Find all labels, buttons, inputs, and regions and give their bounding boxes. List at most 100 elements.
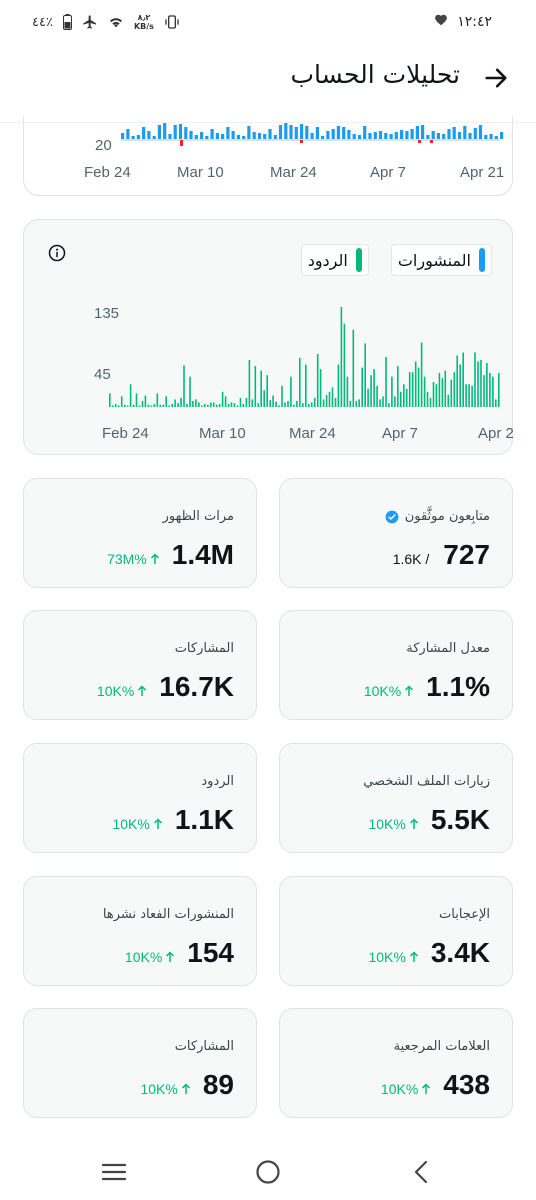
stat-change-value: 10K%	[96, 683, 135, 699]
stat-label-text: الردود	[201, 774, 234, 789]
top-bar	[289, 125, 293, 139]
page-title: تحليلات الحساب	[290, 60, 460, 89]
reply-bar	[230, 402, 233, 407]
top-bar	[342, 127, 346, 139]
heart-icon	[435, 14, 447, 26]
home-icon[interactable]	[254, 1158, 282, 1186]
reply-bar	[293, 404, 295, 407]
stat-label: العلامات المرجعية	[394, 1039, 490, 1054]
reply-bar	[251, 399, 254, 407]
top-negative-bar	[418, 140, 421, 143]
reply-bar	[400, 391, 402, 407]
reply-bar	[272, 395, 274, 407]
reply-bar	[123, 404, 126, 407]
reply-bar	[313, 397, 316, 407]
top-bar	[442, 134, 446, 139]
stat-value: 438	[443, 1069, 490, 1100]
reply-bar	[388, 403, 390, 407]
info-icon[interactable]	[48, 244, 66, 262]
reply-bar	[120, 396, 123, 407]
legend-replies[interactable]: الردود	[300, 244, 369, 276]
reply-bar	[210, 402, 212, 407]
reply-bar	[328, 391, 331, 407]
reply-bar	[414, 361, 417, 407]
stat-card-profile-visits[interactable]: زيارات الملف الشخصي 5.5K 10K%	[279, 743, 513, 853]
stat-label: متابِعون موثَّقون	[385, 509, 490, 524]
stat-card-likes[interactable]: الإعجابات 3.4K 10K%	[279, 876, 513, 986]
reply-bar	[408, 372, 411, 407]
impressions-chart-card: Feb 24 Mar 10 Mar 24 Apr 7 Apr 21 20	[23, 100, 513, 196]
reply-bar	[367, 388, 369, 407]
top-bar	[147, 131, 151, 139]
reply-bar	[340, 307, 343, 407]
top-bar	[131, 136, 135, 139]
reply-bar	[319, 369, 322, 407]
reply-bar	[260, 370, 262, 407]
stat-card-verified-followers[interactable]: متابِعون موثَّقون 727 1.6K /	[279, 478, 513, 588]
stat-label: الإعجابات	[439, 907, 490, 922]
top-bar	[236, 135, 240, 139]
top-bar	[484, 135, 488, 139]
clock: ١٢:٤٢	[457, 14, 492, 30]
top-bar	[394, 132, 398, 139]
arrow-up-icon	[409, 951, 418, 962]
back-nav-icon[interactable]	[408, 1158, 436, 1186]
reply-bar	[254, 366, 257, 407]
reply-bar	[156, 393, 159, 407]
top-bar	[257, 133, 262, 139]
top-bar	[163, 123, 167, 139]
stat-label: مرات الظهور	[163, 509, 234, 524]
stat-card-reposts[interactable]: المنشورات الفعاد نشرها 154 10K%	[23, 876, 257, 986]
reply-bar	[405, 388, 408, 407]
y-tick-135: 135	[94, 305, 119, 322]
stat-card-engagement-rate[interactable]: معدل المشاركة 1.1% 10K%	[279, 610, 513, 720]
verified-badge-icon	[385, 510, 399, 523]
x-tick-label: Mar 10	[199, 425, 246, 442]
stat-card-engagements[interactable]: المشاركات 16.7K 10K%	[23, 610, 257, 720]
top-bar	[173, 125, 177, 139]
top-x-tick-label: Mar 24	[270, 164, 317, 181]
reply-bar	[394, 396, 396, 407]
stat-label-text: متابِعون موثَّقون	[404, 509, 490, 524]
reply-bar	[174, 399, 176, 407]
reply-bar	[212, 402, 215, 407]
stat-card-bookmarks[interactable]: العلامات المرجعية 438 10K%	[279, 1008, 513, 1118]
legend-replies-label: الردود	[307, 250, 348, 270]
reply-bar	[364, 343, 366, 407]
top-bar	[305, 126, 309, 139]
reply-bar	[109, 393, 111, 407]
arrow-up-icon	[422, 1083, 431, 1094]
reply-bar	[435, 384, 438, 407]
top-bar	[194, 135, 198, 139]
impressions-chart: Feb 24 Mar 10 Mar 24 Apr 7 Apr 21	[84, 123, 504, 181]
top-bar	[157, 125, 161, 139]
stat-label-text: المشاركات	[174, 1039, 234, 1054]
back-arrow-icon[interactable]	[482, 64, 510, 92]
reply-bar	[379, 399, 381, 407]
recents-icon[interactable]	[100, 1158, 128, 1186]
top-bar	[263, 134, 267, 139]
top-bar	[200, 132, 204, 139]
reply-bar	[432, 382, 435, 407]
top-x-tick-label: Apr 7	[370, 164, 406, 181]
reply-bar	[186, 404, 188, 407]
reply-bar	[308, 404, 310, 407]
top-bar	[368, 133, 372, 139]
vibrate-icon	[165, 15, 179, 29]
stat-card-replies[interactable]: الردود 1.1K 10K%	[23, 743, 257, 853]
stat-value: 5.5K	[430, 804, 490, 835]
reply-bar	[468, 384, 470, 407]
legend-posts[interactable]: المنشورات	[390, 244, 492, 276]
reply-bar	[486, 363, 488, 407]
network-speed-value: ٨٫٢	[137, 13, 151, 22]
stat-card-shares[interactable]: المشاركات 89 10K%	[23, 1008, 257, 1118]
top-bar	[447, 129, 451, 139]
battery-percent: ٤٤٪	[32, 14, 53, 30]
reply-bar	[189, 376, 191, 407]
stat-label: معدل المشاركة	[406, 641, 490, 656]
stat-label: الردود	[201, 774, 234, 789]
stat-card-impressions[interactable]: مرات الظهور 1.4M 73M%	[23, 478, 257, 588]
stat-label-text: الإعجابات	[439, 907, 490, 922]
top-bar	[294, 127, 298, 139]
stat-change-value: 10K%	[368, 949, 406, 965]
